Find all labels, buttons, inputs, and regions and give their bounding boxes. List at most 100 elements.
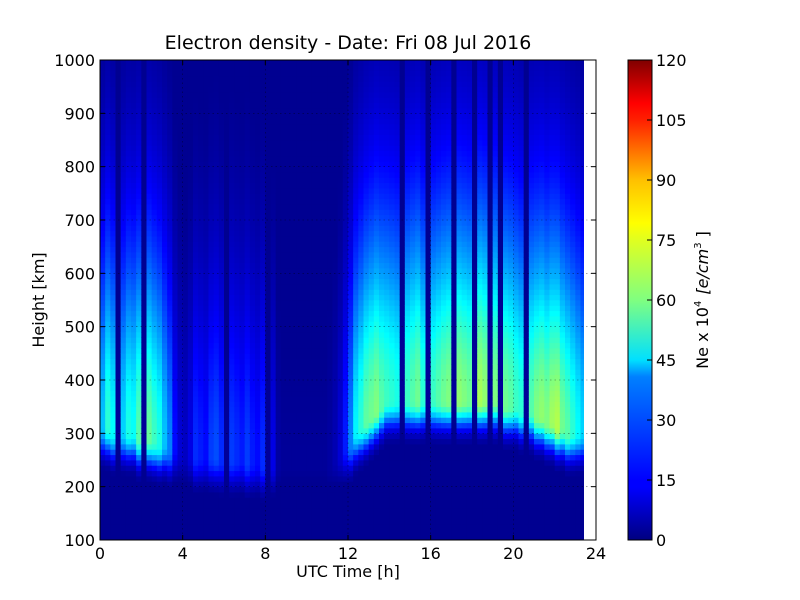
heatmap-cell bbox=[244, 305, 251, 312]
heatmap-cell bbox=[156, 284, 163, 290]
heatmap-cell bbox=[203, 353, 209, 360]
heatmap-cell bbox=[327, 508, 333, 514]
heatmap-cell bbox=[208, 172, 215, 178]
heatmap-cell bbox=[379, 380, 385, 386]
heatmap-cell bbox=[249, 294, 256, 301]
heatmap-cell bbox=[337, 102, 344, 109]
heatmap-cell bbox=[384, 465, 390, 472]
heatmap-cell bbox=[234, 342, 240, 349]
heatmap-cell bbox=[348, 348, 354, 354]
heatmap-cell bbox=[379, 134, 385, 141]
heatmap-cell bbox=[162, 358, 168, 365]
heatmap-cell bbox=[249, 172, 256, 178]
heatmap-cell bbox=[327, 524, 333, 530]
heatmap-cell bbox=[177, 396, 184, 402]
heatmap-cell bbox=[141, 465, 147, 472]
heatmap-cell bbox=[301, 172, 308, 178]
heatmap-cell bbox=[187, 92, 194, 98]
heatmap-cell bbox=[156, 534, 163, 541]
heatmap-cell bbox=[224, 129, 230, 136]
heatmap-cell bbox=[327, 252, 333, 258]
heatmap-cell bbox=[146, 433, 153, 440]
heatmap-cell bbox=[373, 316, 380, 322]
heatmap-cell bbox=[342, 182, 349, 189]
heatmap-cell bbox=[260, 166, 266, 173]
heatmap-cell bbox=[213, 241, 220, 248]
heatmap-cell bbox=[156, 294, 163, 301]
heatmap-cell bbox=[120, 252, 127, 258]
heatmap-cell bbox=[342, 236, 349, 242]
heatmap-cell bbox=[260, 76, 266, 82]
heatmap-cell bbox=[384, 390, 390, 397]
heatmap-cell bbox=[208, 534, 215, 541]
heatmap-cell bbox=[327, 204, 333, 210]
heatmap-cell bbox=[260, 60, 266, 66]
heatmap-cell bbox=[234, 134, 240, 141]
heatmap-cell bbox=[131, 177, 137, 184]
heatmap-cell bbox=[198, 518, 204, 525]
heatmap-cell bbox=[249, 396, 256, 402]
heatmap-cell bbox=[368, 134, 375, 141]
heatmap-cell bbox=[332, 497, 339, 504]
heatmap-cell bbox=[353, 81, 359, 88]
heatmap-cell bbox=[156, 321, 163, 328]
heatmap-cell bbox=[373, 465, 380, 472]
heatmap-cell bbox=[275, 204, 282, 210]
heatmap-cell bbox=[373, 161, 380, 168]
heatmap-cell bbox=[332, 502, 339, 509]
heatmap-cell bbox=[327, 209, 333, 216]
heatmap-cell bbox=[218, 118, 225, 125]
heatmap-cell bbox=[296, 406, 302, 413]
heatmap-cell bbox=[198, 428, 204, 434]
heatmap-cell bbox=[255, 412, 261, 418]
heatmap-cell bbox=[379, 161, 385, 168]
heatmap-cell bbox=[218, 102, 225, 109]
heatmap-cell bbox=[136, 273, 142, 280]
heatmap-cell bbox=[120, 518, 127, 525]
heatmap-cell bbox=[105, 214, 111, 221]
heatmap-cell bbox=[234, 465, 240, 472]
heatmap-cell bbox=[105, 161, 111, 168]
heatmap-cell bbox=[373, 326, 380, 333]
heatmap-cell bbox=[332, 161, 339, 168]
heatmap-cell bbox=[110, 273, 116, 280]
heatmap-cell bbox=[306, 289, 313, 296]
heatmap-cell bbox=[229, 92, 235, 98]
heatmap-cell bbox=[265, 316, 271, 322]
heatmap-cell bbox=[348, 518, 354, 525]
heatmap-cell bbox=[198, 481, 204, 488]
heatmap-cell bbox=[208, 316, 215, 322]
heatmap-cell bbox=[120, 236, 127, 242]
heatmap-cell bbox=[208, 198, 215, 205]
heatmap-cell bbox=[198, 396, 204, 402]
heatmap-cell bbox=[136, 257, 142, 264]
heatmap-cell bbox=[353, 513, 359, 520]
heatmap-cell bbox=[301, 529, 308, 536]
heatmap-cell bbox=[172, 454, 178, 461]
heatmap-cell bbox=[301, 268, 308, 274]
heatmap-cell bbox=[208, 246, 215, 253]
heatmap-cell bbox=[275, 454, 282, 461]
heatmap-cell bbox=[348, 481, 354, 488]
heatmap-cell bbox=[275, 236, 282, 242]
heatmap-cell bbox=[100, 156, 106, 162]
heatmap-cell bbox=[379, 449, 385, 456]
heatmap-cell bbox=[291, 118, 297, 125]
heatmap-cell bbox=[131, 492, 137, 498]
heatmap-cell bbox=[270, 460, 277, 466]
heatmap-cell bbox=[291, 529, 297, 536]
heatmap-cell bbox=[368, 369, 375, 376]
heatmap-cell bbox=[301, 476, 308, 482]
heatmap-cell bbox=[187, 492, 194, 498]
heatmap-cell bbox=[353, 214, 359, 221]
heatmap-cell bbox=[105, 380, 111, 386]
heatmap-cell bbox=[379, 188, 385, 194]
heatmap-cell bbox=[306, 476, 313, 482]
heatmap-cell bbox=[348, 465, 354, 472]
heatmap-cell bbox=[120, 188, 127, 194]
heatmap-cell bbox=[265, 124, 271, 130]
heatmap-cell bbox=[311, 113, 318, 120]
heatmap-cell bbox=[146, 524, 153, 530]
heatmap-cell bbox=[110, 396, 116, 402]
